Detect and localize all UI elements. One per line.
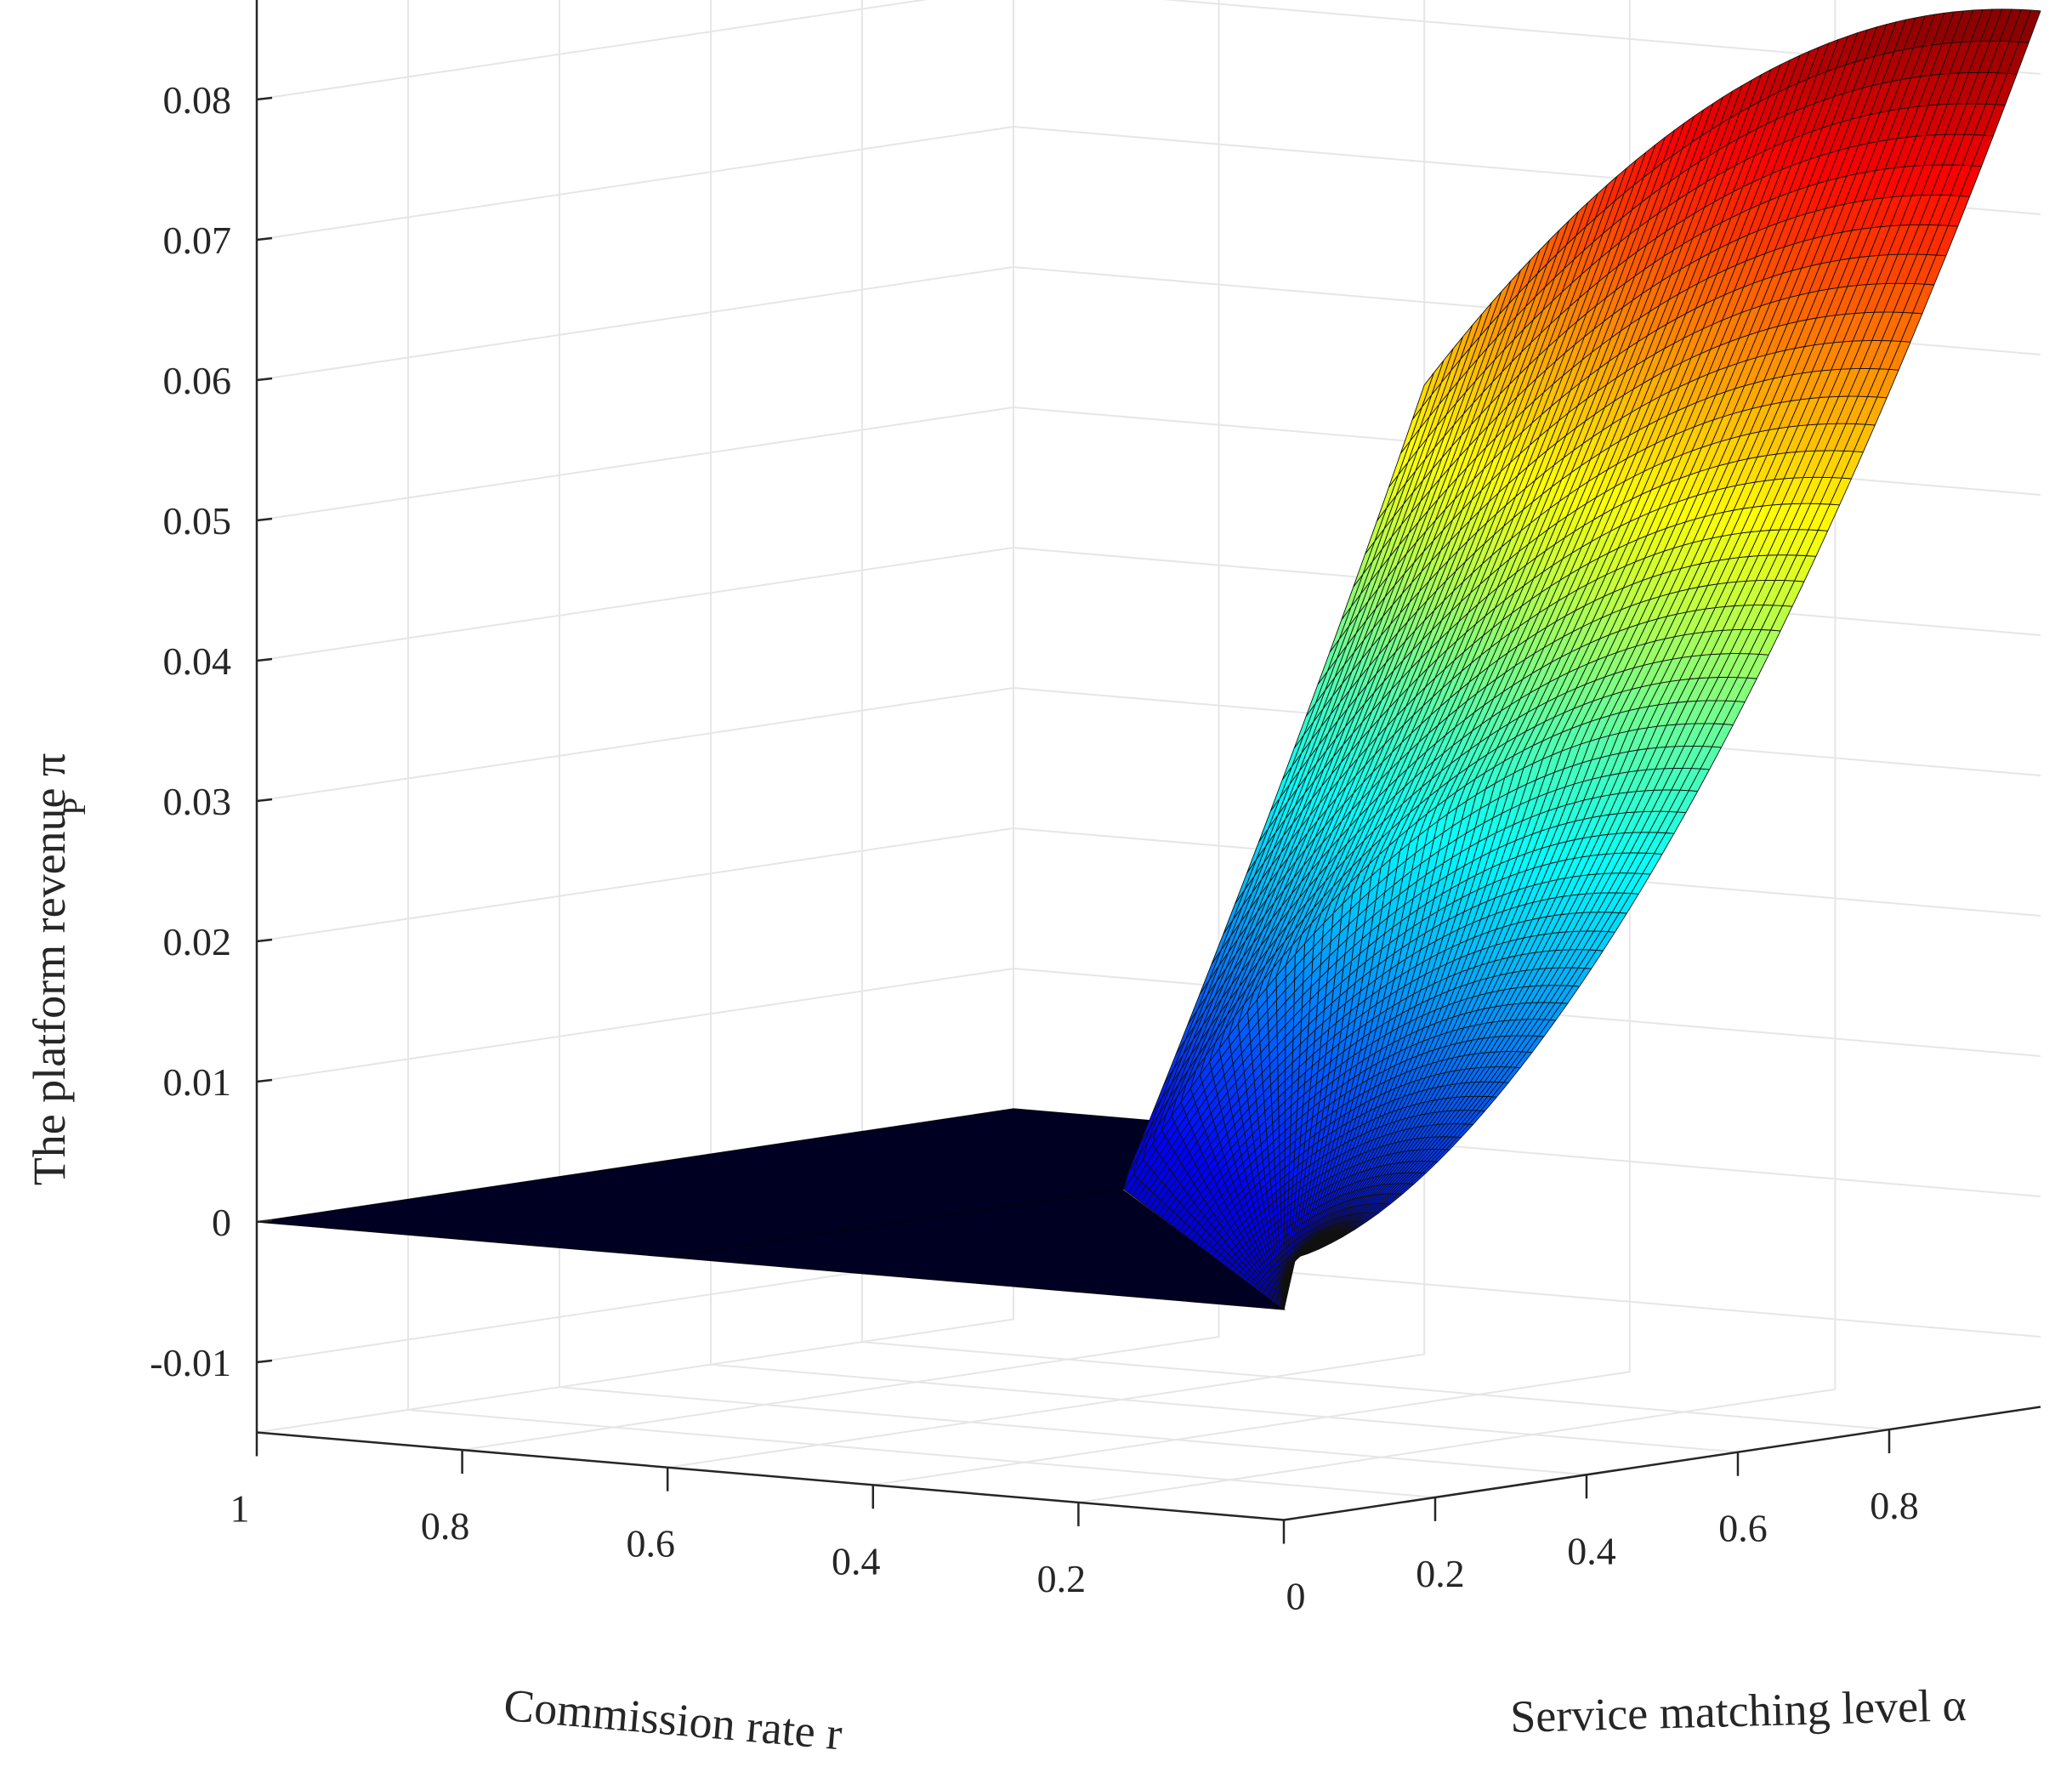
z-tick-label: 0.08 [163,78,232,122]
z-tick-label: 0.02 [163,920,232,963]
y-tick-label: 0.6 [1718,1507,1768,1550]
z-tick-label: -0.01 [150,1341,231,1384]
z-tick-mark [256,938,273,943]
x-tick-label: 1 [230,1487,250,1531]
z-tick-mark [256,236,273,241]
z-tick-mark [256,96,273,101]
grid-line-z [256,827,2041,942]
x-tick-label: 0.8 [421,1504,470,1548]
zero-region-triangle [667,1188,1286,1310]
y-tick-label: 0.8 [1870,1484,1919,1527]
x-axis-line [256,1431,1285,1521]
grid-line-alpha [407,0,1436,1498]
grid-line-r [462,0,1220,1452]
y-tick-label: 0.2 [1416,1552,1465,1595]
z-tick-mark [256,798,273,803]
z-tick-label: 0.03 [163,780,232,823]
grid-line-z [256,686,2041,802]
grid-line-z [256,0,2041,100]
z-tick-label: 0.05 [163,499,232,543]
z-axis-title-subscript: P [57,798,93,815]
z-tick-label: 0.01 [163,1060,232,1104]
grid-line-alpha [559,0,1587,1476]
z-tick-mark [256,657,273,662]
z-tick-mark [256,517,273,522]
x-tick-label: 0.4 [832,1539,881,1582]
x-tick-label: 0.2 [1037,1557,1087,1600]
x-tick-label: 0.6 [626,1522,675,1565]
z-tick-label: 0.04 [163,639,232,683]
z-tick-mark [256,377,273,382]
y-axis-title: Service matching level α [1510,1679,1967,1742]
z-tick-label: 0.07 [163,219,232,262]
z-axis-title-text: The platform revenue π [24,753,75,1186]
x-axis-title: Commission rate r [502,1679,844,1760]
grid-line-z [256,967,2041,1082]
grid-line-alpha [710,0,1739,1453]
z-tick-label: 0 [212,1201,231,1244]
grid-line-r [667,0,1426,1469]
z-tick-label: 0.06 [163,359,232,402]
y-tick-label: 0 [1286,1575,1306,1618]
z-tick-mark [256,1359,273,1364]
z-axis-title: The platform revenue π P [24,753,93,1186]
y-tick-label: 0.4 [1567,1529,1616,1572]
grid-line-alpha [861,0,1890,1431]
surface-plot [256,9,2041,1310]
z-tick-mark [256,1078,273,1083]
